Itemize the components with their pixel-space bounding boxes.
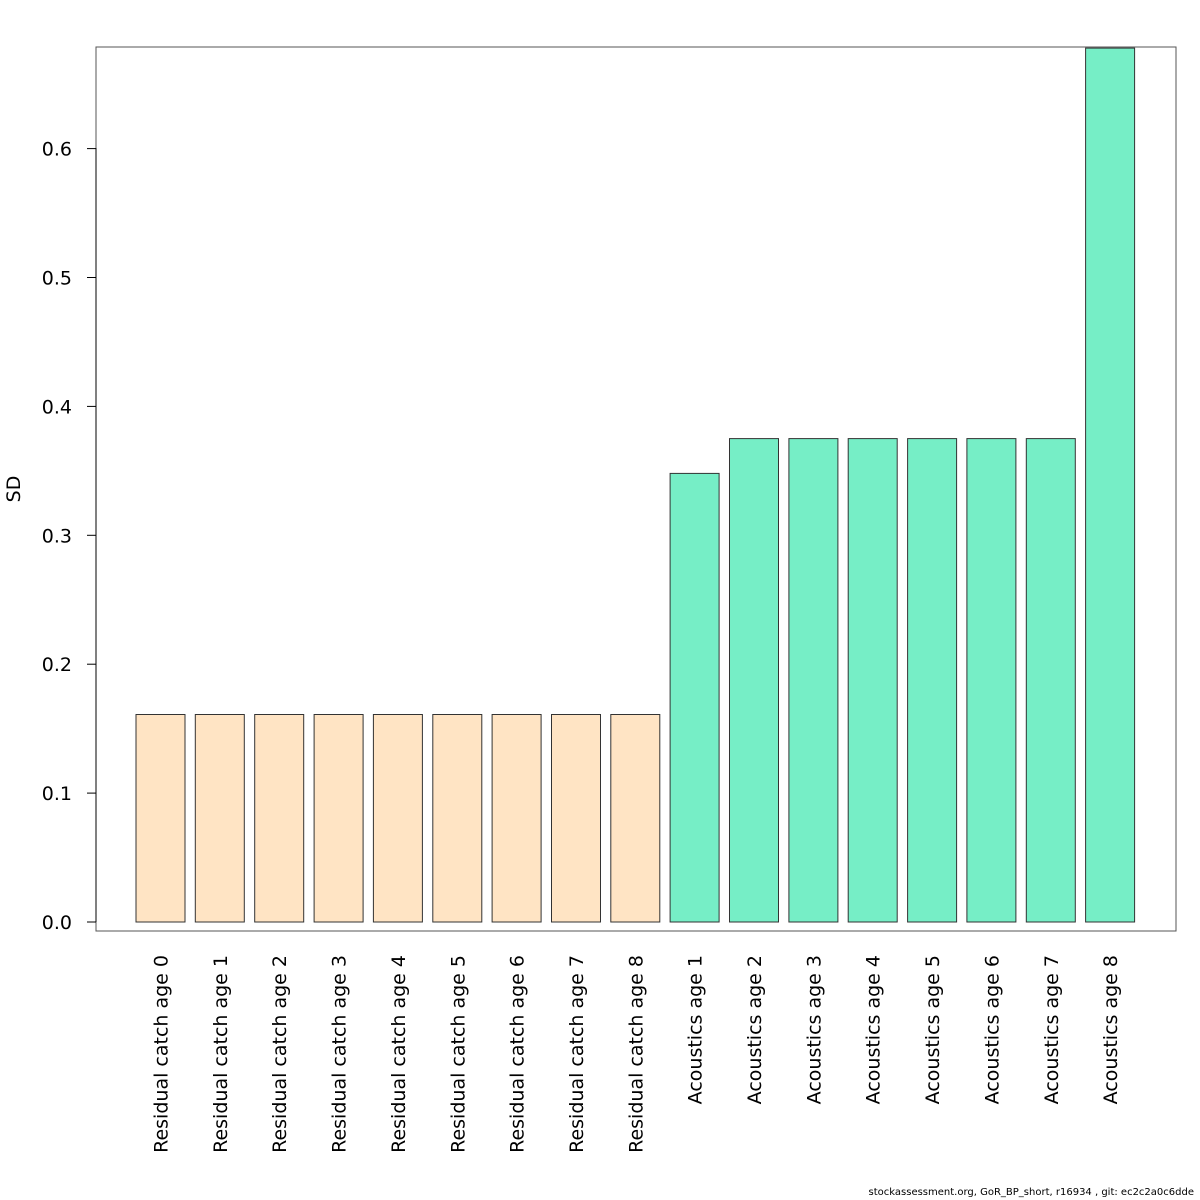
bar: [966, 438, 1017, 923]
x-category-label: Acoustics age 3: [803, 955, 825, 1104]
bar: [847, 438, 898, 923]
bar: [491, 714, 542, 923]
x-axis-labels: Residual catch age 0 Residual catch age 1…: [151, 955, 1123, 1153]
x-category-label: Acoustics age 4: [863, 955, 885, 1104]
bar: [254, 714, 305, 923]
x-category-label: Residual catch age 8: [625, 955, 647, 1153]
x-category-label: Acoustics age 8: [1100, 955, 1122, 1104]
x-category-label: Acoustics age 2: [744, 955, 766, 1104]
footer-note: stockassessment.org, GoR_BP_short, r1693…: [868, 1187, 1194, 1198]
y-tick-label: 0.0: [42, 912, 72, 934]
y-tick-label: 0.4: [42, 396, 72, 418]
x-category-label: Acoustics age 5: [922, 955, 944, 1104]
bar: [1085, 47, 1136, 923]
x-category-label: Acoustics age 6: [981, 955, 1003, 1104]
bar: [729, 438, 779, 923]
y-tick-label: 0.2: [42, 654, 72, 676]
bar: [135, 714, 186, 923]
x-category-label: Residual catch age 5: [447, 955, 469, 1153]
y-tick-label: 0.3: [42, 525, 72, 547]
x-category-label: Residual catch age 4: [388, 955, 410, 1153]
bar: [907, 438, 958, 923]
bar: [372, 714, 423, 923]
y-axis-title: SD: [3, 476, 25, 503]
x-category-label: Residual catch age 7: [566, 955, 588, 1153]
y-tick-label: 0.1: [42, 783, 72, 805]
x-category-label: Residual catch age 6: [507, 955, 529, 1153]
bar: [432, 714, 483, 923]
x-category-label: Acoustics age 7: [1041, 955, 1063, 1104]
bar: [788, 438, 839, 923]
bar: [194, 714, 245, 923]
x-category-label: Residual catch age 3: [329, 955, 351, 1153]
y-tick-label: 0.6: [42, 139, 72, 161]
bar: [610, 714, 661, 923]
bar: [669, 472, 720, 923]
x-category-label: Residual catch age 1: [210, 955, 232, 1153]
bars: [135, 47, 1136, 923]
bar: [313, 714, 364, 923]
y-tick-label: 0.5: [42, 268, 72, 290]
x-category-label: Residual catch age 2: [269, 955, 291, 1153]
bar: [1025, 438, 1076, 923]
x-category-label: Residual catch age 0: [151, 955, 173, 1153]
x-category-label: Acoustics age 1: [685, 955, 707, 1104]
y-axis: 0.0 0.1 0.2 0.3 0.4 0.5 0.6: [42, 139, 96, 934]
bar: [551, 714, 601, 923]
